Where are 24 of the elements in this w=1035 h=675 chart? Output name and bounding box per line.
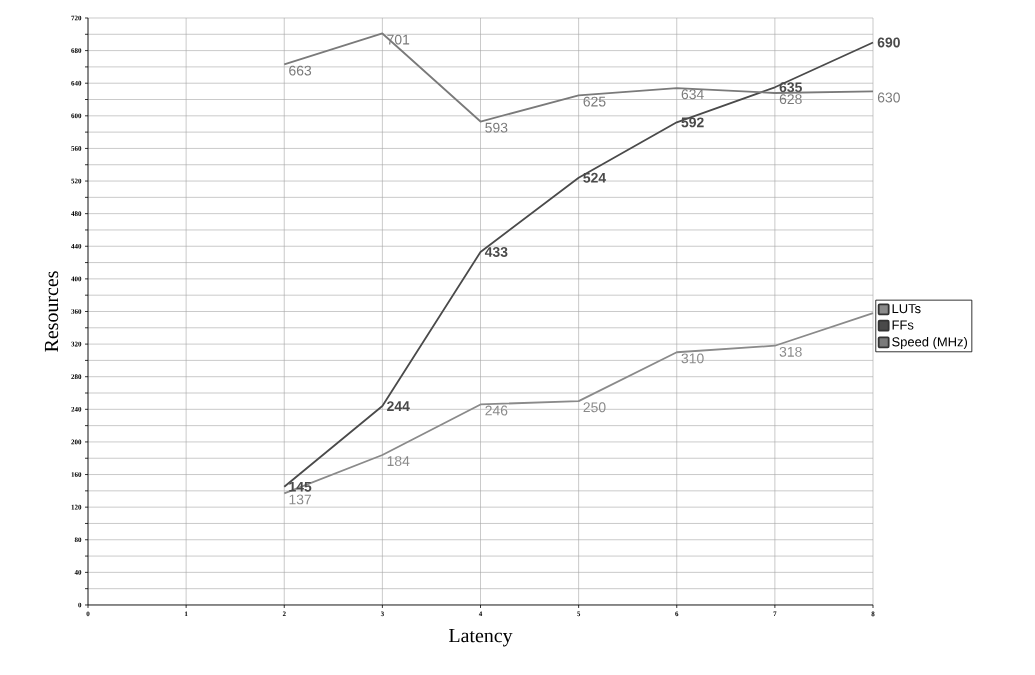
data-label: 634: [681, 89, 704, 100]
data-label: 592: [681, 117, 704, 128]
data-label: 663: [289, 65, 312, 76]
data-label: 318: [779, 346, 802, 357]
data-label: 250: [583, 402, 606, 413]
data-label: 628: [779, 94, 802, 105]
data-label: 184: [387, 456, 410, 467]
data-label: 137: [289, 494, 312, 505]
x-axis-title: Latency: [449, 629, 513, 647]
legend-label: Speed (MHz): [892, 336, 968, 349]
data-label: 635: [779, 82, 802, 93]
data-label: 310: [681, 353, 704, 364]
data-label: 630: [877, 92, 900, 103]
data-label: 690: [877, 37, 900, 48]
data-label: 246: [485, 405, 508, 416]
legend-label: LUTs: [892, 304, 921, 314]
y-axis-title: Resources: [44, 271, 59, 352]
data-label: 244: [387, 401, 410, 411]
data-label: 433: [484, 247, 508, 257]
line-series: [283, 312, 874, 495]
legend-label: FFs: [892, 320, 914, 330]
data-label: 524: [583, 172, 607, 183]
data-label: 593: [485, 122, 508, 133]
data-label: 625: [583, 96, 606, 107]
